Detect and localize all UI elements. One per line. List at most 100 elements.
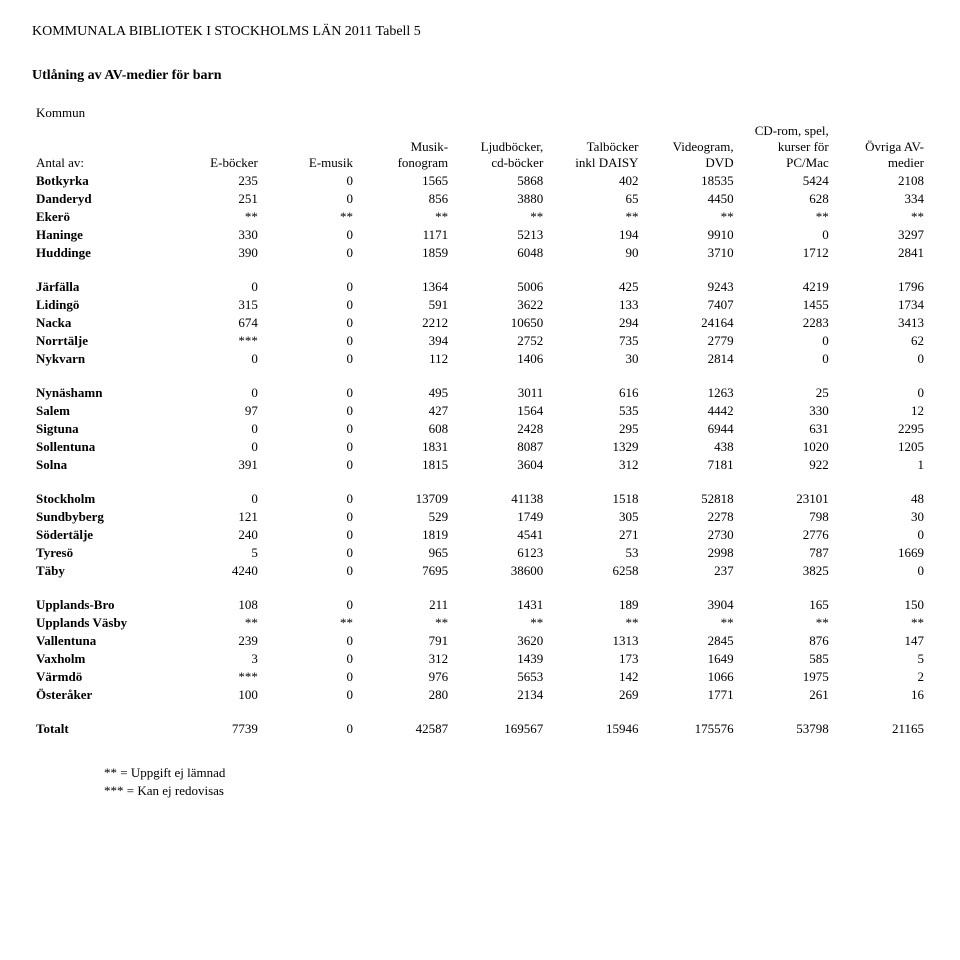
cell: 1439 [452, 650, 547, 668]
row-name: Nykvarn [32, 350, 167, 368]
cell: 173 [547, 650, 642, 668]
cell: 5006 [452, 278, 547, 296]
cell: 2 [833, 668, 928, 686]
cell: 0 [262, 332, 357, 350]
cell: 0 [167, 350, 262, 368]
cell: ** [262, 614, 357, 632]
cell: 5213 [452, 226, 547, 244]
cell: 6258 [547, 562, 642, 580]
table-row: Österåker10002802134269177126116 [32, 686, 928, 704]
cell: 41138 [452, 490, 547, 508]
cell: 5653 [452, 668, 547, 686]
cell: 2134 [452, 686, 547, 704]
cell: 21165 [833, 720, 928, 738]
cell: 2295 [833, 420, 928, 438]
cell: 0 [262, 420, 357, 438]
table-row: Tyresö5096561235329987871669 [32, 544, 928, 562]
cell: 0 [262, 190, 357, 208]
col-header-2: Musik- fonogram [357, 122, 452, 172]
cell: 240 [167, 526, 262, 544]
cell: 334 [833, 190, 928, 208]
table-row: Upplands Väsby**************** [32, 614, 928, 632]
cell: 1564 [452, 402, 547, 420]
cell: 2283 [738, 314, 833, 332]
cell: 0 [262, 172, 357, 190]
col-header-4: Talböcker inkl DAISY [547, 122, 642, 172]
table-row: Botkyrka2350156558684021853554242108 [32, 172, 928, 190]
cell: 0 [833, 526, 928, 544]
cell: 2278 [642, 508, 737, 526]
cell: 0 [262, 438, 357, 456]
cell: 261 [738, 686, 833, 704]
cell: 2730 [642, 526, 737, 544]
cell: 9243 [642, 278, 737, 296]
table-row: Nacka67402212106502942416422833413 [32, 314, 928, 332]
cell: 1329 [547, 438, 642, 456]
cell: 2998 [642, 544, 737, 562]
table-row: Värmdö***09765653142106619752 [32, 668, 928, 686]
cell: 0 [262, 544, 357, 562]
cell: 3011 [452, 384, 547, 402]
cell: 1313 [547, 632, 642, 650]
cell: 211 [357, 596, 452, 614]
cell: ** [642, 614, 737, 632]
cell: ** [167, 614, 262, 632]
table-row: Nynäshamn0049530116161263250 [32, 384, 928, 402]
cell: 0 [833, 350, 928, 368]
cell: 2845 [642, 632, 737, 650]
cell: 251 [167, 190, 262, 208]
cell: 394 [357, 332, 452, 350]
cell: 121 [167, 508, 262, 526]
cell: 0 [262, 278, 357, 296]
cell: ** [738, 614, 833, 632]
cell: 97 [167, 402, 262, 420]
cell: 62 [833, 332, 928, 350]
cell: 175576 [642, 720, 737, 738]
cell: ** [547, 208, 642, 226]
cell: 3880 [452, 190, 547, 208]
cell: ** [452, 614, 547, 632]
cell: 5424 [738, 172, 833, 190]
cell: 4442 [642, 402, 737, 420]
cell: 1796 [833, 278, 928, 296]
footnotes: ** = Uppgift ej lämnad *** = Kan ej redo… [32, 764, 928, 799]
cell: 133 [547, 296, 642, 314]
cell: 0 [262, 456, 357, 474]
row-name: Upplands Väsby [32, 614, 167, 632]
cell: 3413 [833, 314, 928, 332]
cell: 791 [357, 632, 452, 650]
cell: 391 [167, 456, 262, 474]
cell: 3620 [452, 632, 547, 650]
row-name: Österåker [32, 686, 167, 704]
cell: 798 [738, 508, 833, 526]
subtitle: Utlåning av AV-medier för barn [32, 68, 928, 84]
cell: 787 [738, 544, 833, 562]
row-name: Stockholm [32, 490, 167, 508]
cell: 1020 [738, 438, 833, 456]
footnote-1: ** = Uppgift ej lämnad [104, 764, 928, 782]
cell: 18535 [642, 172, 737, 190]
row-name: Ekerö [32, 208, 167, 226]
cell: 529 [357, 508, 452, 526]
cell: 42587 [357, 720, 452, 738]
cell: 0 [167, 278, 262, 296]
cell: 315 [167, 296, 262, 314]
cell: 24164 [642, 314, 737, 332]
cell: 8087 [452, 438, 547, 456]
cell: 269 [547, 686, 642, 704]
cell: 1431 [452, 596, 547, 614]
row-name: Upplands-Bro [32, 596, 167, 614]
cell: 280 [357, 686, 452, 704]
row-name: Salem [32, 402, 167, 420]
cell: 390 [167, 244, 262, 262]
cell: 9910 [642, 226, 737, 244]
table-row: Vallentuna2390791362013132845876147 [32, 632, 928, 650]
cell: 4450 [642, 190, 737, 208]
cell: 1171 [357, 226, 452, 244]
cell: 147 [833, 632, 928, 650]
cell: 965 [357, 544, 452, 562]
cell: 0 [833, 562, 928, 580]
cell: 189 [547, 596, 642, 614]
row-name: Totalt [32, 720, 167, 738]
cell: 628 [738, 190, 833, 208]
